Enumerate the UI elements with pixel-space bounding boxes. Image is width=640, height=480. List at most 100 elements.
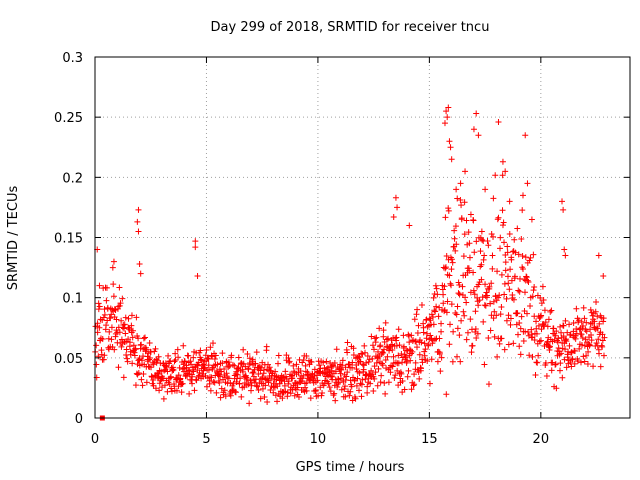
y-tick-label: 0.1: [62, 292, 83, 307]
data-point: [452, 310, 459, 317]
data-point: [132, 346, 139, 353]
data-point: [393, 342, 400, 349]
x-tick-label: 0: [91, 432, 99, 447]
data-point: [416, 375, 423, 382]
data-point: [406, 222, 413, 229]
data-point: [443, 108, 450, 115]
data-point: [477, 248, 484, 255]
data-point: [176, 364, 183, 371]
data-point: [571, 347, 578, 354]
data-point: [406, 346, 413, 353]
data-point: [529, 293, 536, 300]
data-point: [599, 343, 606, 350]
data-point: [394, 204, 401, 211]
data-point: [380, 327, 387, 334]
data-point: [424, 323, 431, 330]
data-point: [175, 372, 182, 379]
data-point: [116, 329, 123, 336]
data-point: [574, 357, 581, 364]
data-point: [146, 340, 153, 347]
data-point: [475, 302, 482, 309]
data-point: [493, 297, 500, 304]
data-point: [163, 363, 170, 370]
data-point: [335, 379, 342, 386]
data-point: [560, 322, 567, 329]
data-point: [381, 380, 388, 387]
data-point: [175, 354, 182, 361]
data-point: [278, 377, 285, 384]
data-point: [276, 380, 283, 387]
data-point: [421, 340, 428, 347]
data-point: [279, 395, 286, 402]
data-point: [228, 352, 235, 359]
data-point: [449, 358, 456, 365]
data-point: [595, 336, 602, 343]
data-point: [599, 331, 606, 338]
data-point: [441, 120, 448, 127]
data-point: [455, 290, 462, 297]
data-point: [382, 390, 389, 397]
data-point: [566, 321, 573, 328]
data-point: [280, 388, 287, 395]
data-point: [373, 334, 380, 341]
data-point: [463, 336, 470, 343]
data-point: [506, 230, 513, 237]
data-point: [596, 350, 603, 357]
data-point: [516, 320, 523, 327]
data-point: [111, 346, 118, 353]
data-point: [563, 338, 570, 345]
data-point: [560, 206, 567, 213]
data-point: [298, 377, 305, 384]
data-point: [135, 370, 142, 377]
data-point: [347, 388, 354, 395]
data-points: [92, 104, 608, 421]
data-point: [189, 380, 196, 387]
data-point: [510, 340, 517, 347]
data-point: [358, 350, 365, 357]
data-point: [307, 395, 314, 402]
data-point: [542, 359, 549, 366]
data-point: [255, 386, 262, 393]
data-point: [425, 341, 432, 348]
data-point: [297, 368, 304, 375]
data-point: [372, 335, 379, 342]
data-point: [256, 363, 263, 370]
data-point: [441, 308, 448, 315]
data-point: [547, 308, 554, 315]
data-point: [434, 291, 441, 298]
data-point: [161, 367, 168, 374]
data-point: [532, 371, 539, 378]
data-point: [498, 335, 505, 342]
data-point: [314, 377, 321, 384]
data-point: [413, 338, 420, 345]
data-point: [371, 375, 378, 382]
data-point: [108, 324, 115, 331]
data-point: [233, 368, 240, 375]
data-point: [419, 359, 426, 366]
data-point: [270, 389, 277, 396]
data-point: [533, 318, 540, 325]
data-point: [467, 316, 474, 323]
data-point: [403, 358, 410, 365]
data-point: [489, 252, 496, 259]
data-point: [537, 295, 544, 302]
data-point: [225, 375, 232, 382]
data-point: [346, 392, 353, 399]
data-point: [426, 380, 433, 387]
data-point: [331, 390, 338, 397]
data-point: [113, 316, 120, 323]
data-point: [372, 369, 379, 376]
data-point: [586, 342, 593, 349]
data-point: [238, 393, 245, 400]
data-point: [378, 372, 385, 379]
data-point: [329, 373, 336, 380]
data-point: [456, 281, 463, 288]
data-point: [395, 360, 402, 367]
data-point: [495, 118, 502, 125]
data-point: [435, 313, 442, 320]
data-point: [511, 273, 518, 280]
data-point: [519, 265, 526, 272]
data-point: [122, 330, 129, 337]
data-point: [365, 359, 372, 366]
data-point: [371, 346, 378, 353]
